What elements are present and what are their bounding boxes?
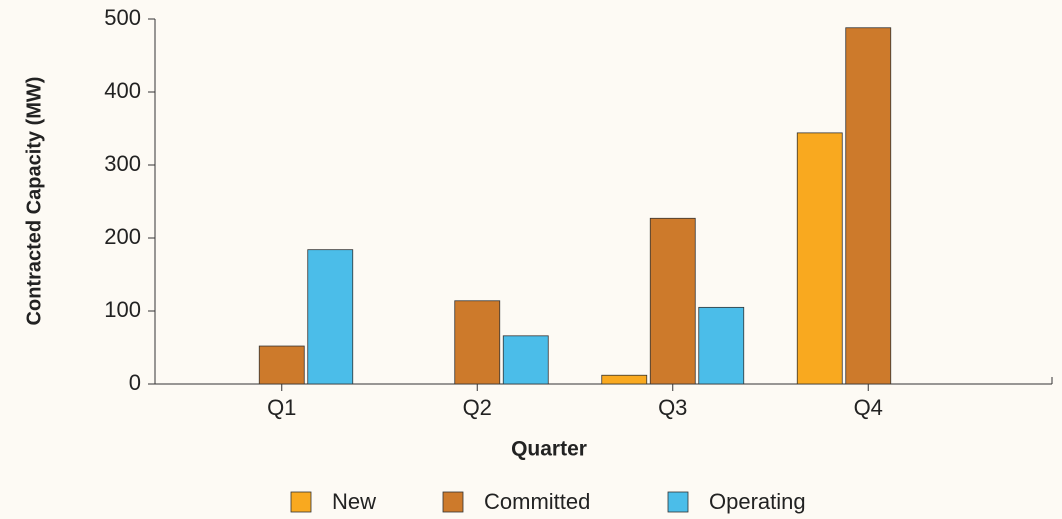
bar xyxy=(601,374,648,385)
bar xyxy=(307,249,354,385)
y-tick-label: 400 xyxy=(104,78,141,103)
bar xyxy=(698,306,745,385)
y-tick-label: 200 xyxy=(104,224,141,249)
x-tick-label: Q1 xyxy=(267,395,296,420)
y-tick-label: 300 xyxy=(104,151,141,176)
x-tick-label: Q4 xyxy=(854,395,883,420)
legend-label: New xyxy=(332,489,376,514)
y-tick-label: 500 xyxy=(104,5,141,30)
x-axis-label: Quarter xyxy=(511,438,587,461)
legend-swatch xyxy=(442,491,464,513)
y-axis-label: Contracted Capacity (MW) xyxy=(23,77,45,326)
y-tick-label: 100 xyxy=(104,297,141,322)
bar xyxy=(845,27,892,385)
x-tick-label: Q3 xyxy=(658,395,687,420)
bar xyxy=(258,345,305,385)
legend-swatch xyxy=(667,491,689,513)
bar xyxy=(502,335,549,385)
legend-label: Committed xyxy=(484,489,590,514)
bar xyxy=(796,132,843,385)
legend-swatch xyxy=(290,491,312,513)
bar xyxy=(649,217,696,385)
y-tick-label: 0 xyxy=(129,370,141,395)
bar xyxy=(454,300,501,385)
x-tick-label: Q2 xyxy=(463,395,492,420)
legend-label: Operating xyxy=(709,489,806,514)
